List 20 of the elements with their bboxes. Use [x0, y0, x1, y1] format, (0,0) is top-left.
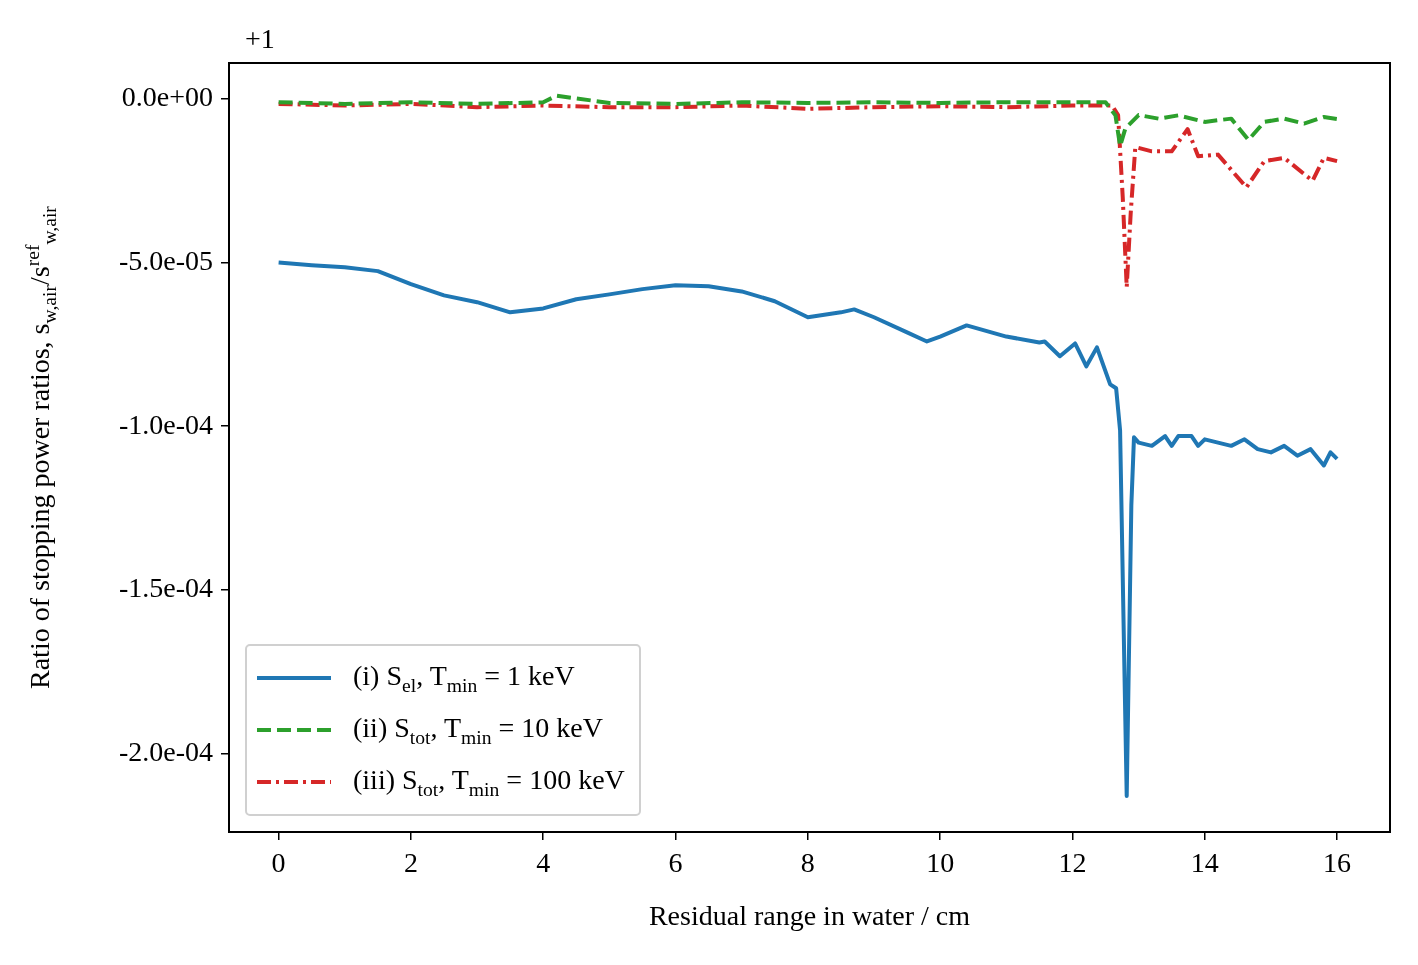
x-tick-label: 16: [1323, 847, 1352, 879]
x-tick-label: 12: [1058, 847, 1087, 879]
text: +1: [245, 23, 275, 55]
y-tick-label: 0.0e+00: [121, 81, 213, 113]
x-tick-label: 14: [1190, 847, 1219, 879]
x-axis-title: Residual range in water / cm: [648, 900, 971, 932]
x-tick-label: 4: [536, 847, 551, 879]
legend-label: (iii) S$_{tot}$, T$_{min}$ = 100 keV: [353, 763, 625, 801]
x-tick-label: 2: [403, 847, 418, 879]
x-tick-label: 10: [926, 847, 955, 879]
y-tick-label: -1.5e-04: [118, 572, 213, 604]
y-tick-label: -2.0e-04: [118, 735, 213, 767]
x-tick-label: 0: [271, 847, 286, 879]
line-series: [276, 101, 1340, 290]
y-tick-label: -5.0e-05: [118, 244, 213, 276]
x-tick-label: 8: [800, 847, 815, 879]
legend-label: (i) S$_{el}$, T$_{min}$ = 1 keV: [353, 659, 575, 697]
legend-label: (ii) S$_{tot}$, T$_{min}$ = 10 keV: [353, 711, 604, 749]
x-tick-label: 6: [668, 847, 683, 879]
y-tick-label: -1.0e-04: [118, 408, 213, 440]
